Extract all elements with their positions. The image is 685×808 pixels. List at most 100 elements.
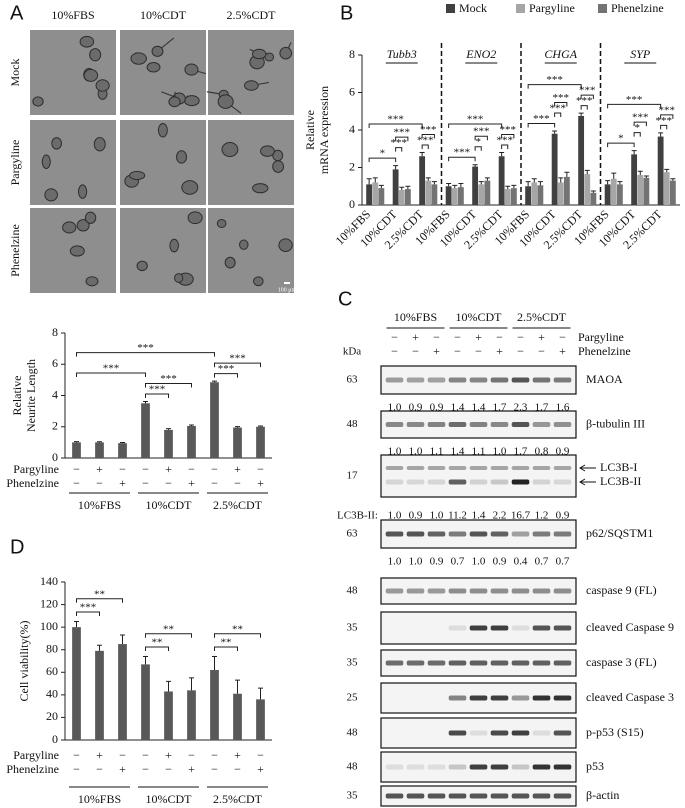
kda-marker: 35 bbox=[347, 657, 359, 669]
band bbox=[532, 695, 551, 701]
significance-bracket bbox=[145, 646, 169, 652]
error-bar bbox=[478, 181, 484, 185]
quant-value: 1.0 bbox=[409, 556, 423, 568]
treatment-sign: + bbox=[433, 344, 440, 358]
cell bbox=[272, 160, 284, 173]
cell bbox=[32, 96, 44, 107]
treatment-sign: − bbox=[257, 748, 264, 762]
cell bbox=[181, 180, 199, 195]
treatment-sign: − bbox=[517, 344, 524, 358]
band bbox=[385, 588, 404, 594]
band bbox=[469, 377, 488, 383]
band bbox=[532, 466, 551, 470]
band bbox=[532, 377, 551, 383]
significance-label: *** bbox=[467, 114, 484, 126]
band bbox=[490, 466, 509, 470]
quant-value: 16.7 bbox=[511, 510, 531, 522]
scale-bar bbox=[284, 282, 290, 284]
significance-bracket bbox=[580, 94, 594, 100]
significance-bracket bbox=[474, 146, 482, 151]
significance-label: *** bbox=[417, 135, 434, 147]
band bbox=[448, 588, 467, 594]
band bbox=[532, 793, 551, 799]
significance-label: *** bbox=[218, 363, 235, 375]
bar bbox=[478, 184, 485, 205]
treatment-sign: − bbox=[412, 344, 419, 358]
band bbox=[490, 588, 509, 594]
band bbox=[448, 531, 467, 537]
y-axis-label: Relative bbox=[10, 376, 24, 416]
band bbox=[532, 660, 551, 666]
band bbox=[490, 625, 509, 631]
band bbox=[428, 696, 446, 701]
cell bbox=[83, 69, 99, 82]
y-tick-label: 2 bbox=[52, 419, 58, 433]
error-bar bbox=[611, 172, 617, 179]
column-label: 2.5%CDT bbox=[227, 8, 277, 22]
cell bbox=[130, 52, 147, 65]
cell bbox=[129, 170, 146, 181]
band bbox=[427, 531, 446, 537]
treatment-sign: − bbox=[188, 462, 195, 476]
treatment-sign: + bbox=[412, 330, 419, 344]
significance-label: * bbox=[634, 122, 640, 134]
error-bar bbox=[605, 180, 611, 185]
error-bar bbox=[120, 442, 125, 444]
band bbox=[385, 479, 404, 485]
protein-label: cleaved Caspase 9 bbox=[586, 620, 674, 634]
significance-label: *** bbox=[549, 102, 566, 114]
cell bbox=[51, 137, 62, 150]
legend-swatch bbox=[598, 4, 607, 13]
band bbox=[427, 588, 446, 594]
cell bbox=[217, 94, 234, 109]
significance-label: *** bbox=[473, 126, 490, 138]
error-bar bbox=[405, 185, 411, 190]
band bbox=[406, 422, 425, 427]
cell bbox=[79, 35, 95, 48]
cell bbox=[183, 95, 200, 107]
band bbox=[448, 764, 467, 770]
y-tick-label: 8 bbox=[349, 47, 355, 61]
y-tick-label: 120 bbox=[40, 596, 58, 610]
treatment-sign: − bbox=[257, 462, 264, 476]
group-label: 10%FBS bbox=[78, 792, 121, 806]
band bbox=[553, 793, 572, 799]
quant-value: 1.0 bbox=[472, 556, 486, 568]
facet-label: CHGA bbox=[544, 47, 577, 61]
band bbox=[469, 660, 488, 666]
significance-bracket bbox=[607, 142, 635, 148]
significance-bracket bbox=[501, 144, 509, 149]
bar bbox=[578, 115, 585, 205]
band bbox=[406, 588, 425, 594]
treatment-label: Phenelzine bbox=[6, 476, 59, 490]
error-bar bbox=[366, 178, 372, 185]
protein-label: β-tubulin III bbox=[586, 416, 645, 430]
band bbox=[490, 660, 509, 666]
band bbox=[553, 625, 572, 631]
bar bbox=[72, 627, 81, 740]
significance-bracket bbox=[76, 352, 215, 357]
bar bbox=[510, 188, 517, 205]
significance-bracket bbox=[633, 121, 647, 127]
bar bbox=[498, 156, 505, 205]
band bbox=[469, 730, 488, 736]
cell bbox=[253, 276, 264, 287]
cell bbox=[84, 211, 97, 224]
significance-bracket bbox=[368, 157, 397, 163]
quant-value: 1.4 bbox=[472, 510, 486, 522]
column-label: 10%CDT bbox=[140, 8, 187, 22]
significance-bracket bbox=[527, 122, 556, 128]
band bbox=[469, 466, 488, 470]
treatment-sign: − bbox=[119, 462, 126, 476]
treatment-sign: − bbox=[96, 762, 103, 776]
bar bbox=[233, 427, 242, 458]
band bbox=[469, 531, 488, 537]
error-bar bbox=[166, 680, 171, 692]
panel-label: A bbox=[10, 2, 24, 24]
treatment-sign: − bbox=[211, 476, 218, 490]
cell bbox=[224, 256, 236, 269]
quant-label: LC3B-II: bbox=[337, 510, 378, 522]
band bbox=[448, 695, 467, 701]
bar bbox=[610, 178, 617, 205]
error-bar bbox=[511, 184, 517, 189]
